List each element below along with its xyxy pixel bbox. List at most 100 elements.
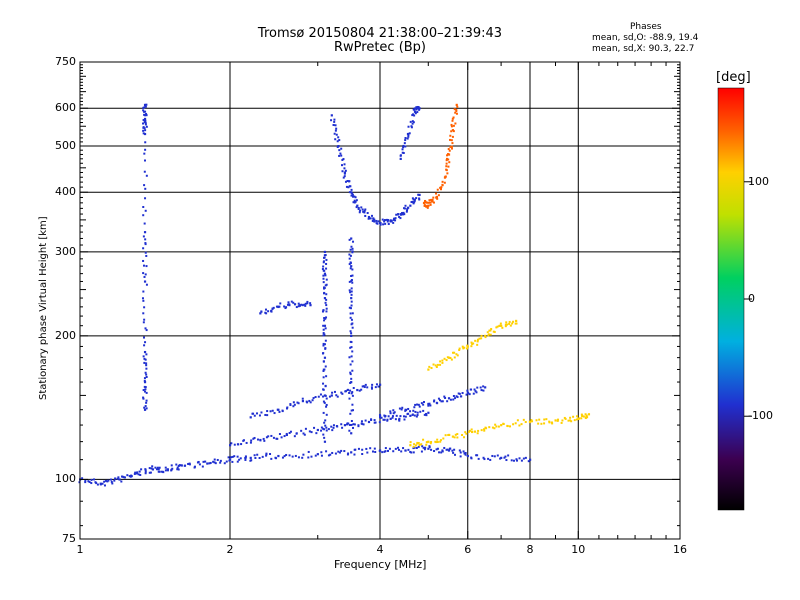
data-point: [354, 448, 357, 451]
data-point: [520, 423, 523, 426]
data-point: [403, 207, 406, 210]
data-point: [346, 180, 349, 183]
data-point: [204, 460, 207, 463]
data-point: [258, 457, 261, 460]
data-point: [429, 198, 432, 201]
data-point: [516, 459, 519, 462]
data-point: [297, 305, 300, 308]
data-point: [351, 247, 354, 250]
data-point: [479, 386, 482, 389]
data-point: [412, 121, 415, 124]
data-point: [585, 415, 588, 418]
data-point: [455, 353, 458, 356]
data-point: [482, 456, 485, 459]
data-point: [484, 336, 487, 339]
data-point: [422, 438, 425, 441]
data-point: [144, 105, 147, 108]
data-point: [349, 312, 352, 315]
data-point: [145, 399, 148, 402]
data-point: [300, 429, 303, 432]
data-point: [569, 416, 572, 419]
data-point: [494, 423, 497, 426]
data-point: [143, 275, 146, 278]
data-point: [325, 293, 328, 296]
data-point: [490, 328, 493, 331]
data-point: [310, 455, 313, 458]
data-point: [366, 451, 369, 454]
data-point: [350, 346, 353, 349]
data-point: [316, 453, 319, 456]
data-point: [406, 207, 409, 210]
data-point: [270, 309, 273, 312]
data-point: [409, 450, 412, 453]
data-point: [483, 429, 486, 432]
data-point: [331, 429, 334, 432]
data-point: [324, 419, 327, 422]
data-point: [350, 287, 353, 290]
data-point: [505, 323, 508, 326]
data-point: [461, 392, 464, 395]
data-point: [381, 218, 384, 221]
data-point: [343, 163, 346, 166]
data-point: [350, 245, 353, 248]
data-point: [145, 353, 148, 356]
data-point: [250, 459, 253, 462]
data-point: [472, 392, 475, 395]
data-point: [145, 373, 148, 376]
data-point: [361, 448, 364, 451]
data-point: [351, 326, 354, 329]
data-point: [143, 121, 146, 124]
data-point: [430, 367, 433, 370]
data-point: [435, 448, 438, 451]
data-point: [233, 443, 236, 446]
data-point: [283, 455, 286, 458]
data-point: [254, 457, 257, 460]
data-point: [500, 424, 503, 427]
data-point: [323, 272, 327, 275]
data-point: [198, 463, 201, 466]
data-point: [349, 389, 352, 392]
data-point: [142, 264, 145, 267]
data-point: [480, 334, 483, 337]
data-point: [213, 458, 216, 461]
data-point: [384, 450, 387, 453]
data-point: [399, 154, 402, 157]
data-point: [320, 429, 323, 432]
data-point: [499, 322, 502, 325]
data-point: [397, 213, 400, 216]
data-point: [381, 451, 384, 454]
data-point: [480, 389, 483, 392]
data-point: [400, 450, 403, 453]
data-point: [376, 222, 379, 225]
data-point: [144, 390, 147, 393]
data-point: [312, 397, 315, 400]
data-point: [412, 409, 415, 412]
data-point: [323, 250, 327, 254]
data-point: [145, 364, 148, 367]
data-point: [350, 334, 353, 338]
data-point: [471, 343, 474, 346]
colorbar: [717, 87, 745, 511]
data-point: [474, 390, 477, 393]
data-point: [408, 132, 411, 135]
data-point: [293, 435, 296, 438]
data-point: [451, 142, 454, 145]
data-point: [325, 304, 328, 307]
data-point: [450, 130, 453, 133]
data-point: [267, 310, 270, 313]
data-point: [216, 458, 219, 461]
data-point: [336, 395, 339, 398]
data-point: [393, 411, 396, 414]
data-point: [144, 273, 147, 276]
data-point: [144, 468, 147, 471]
data-point: [307, 450, 310, 453]
data-point: [275, 457, 278, 460]
data-point: [341, 426, 344, 429]
data-point: [337, 136, 340, 139]
data-point: [144, 187, 147, 190]
data-point: [389, 219, 392, 222]
data-point: [144, 123, 147, 126]
data-point: [370, 386, 373, 389]
data-point: [524, 421, 527, 424]
data-point: [407, 125, 410, 128]
